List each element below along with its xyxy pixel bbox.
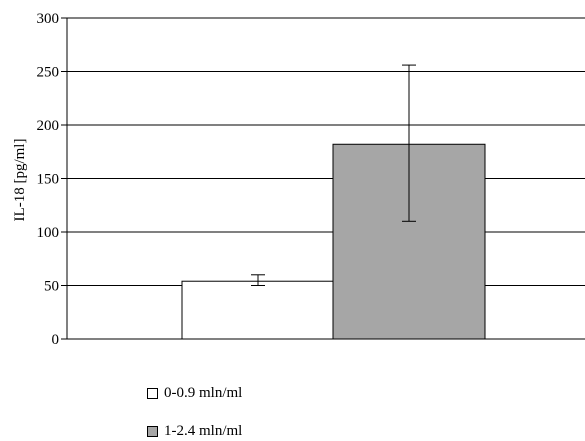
- y-tick-label-200: 200: [37, 118, 60, 134]
- gridlines: [67, 17, 585, 286]
- axes: 0 50 100 150 200 250 300: [37, 11, 585, 348]
- y-tick-label-150: 150: [37, 172, 60, 188]
- y-axis-title: IL-18 [pg/ml]: [12, 139, 28, 222]
- bar-0: [181, 280, 335, 340]
- legend-swatch-0: [147, 388, 158, 399]
- legend-item-1: 1-2.4 mln/ml: [147, 423, 242, 440]
- y-tick-label-100: 100: [37, 225, 60, 241]
- chart: 0 50 100 150 200 250 300 IL-18 [pg/ml]: [12, 11, 585, 348]
- y-tick-label-50: 50: [44, 279, 59, 295]
- legend-swatch-1: [147, 426, 158, 437]
- error-bars: [251, 64, 416, 286]
- legend-item-0: 0-0.9 mln/ml: [147, 385, 242, 402]
- legend-label-1: 1-2.4 mln/ml: [164, 423, 243, 439]
- bars: [181, 143, 486, 340]
- y-tick-label-300: 300: [37, 11, 60, 27]
- y-tick-label-0: 0: [52, 332, 60, 348]
- y-tick-label-250: 250: [37, 65, 60, 81]
- legend-label-0: 0-0.9 mln/ml: [164, 385, 243, 401]
